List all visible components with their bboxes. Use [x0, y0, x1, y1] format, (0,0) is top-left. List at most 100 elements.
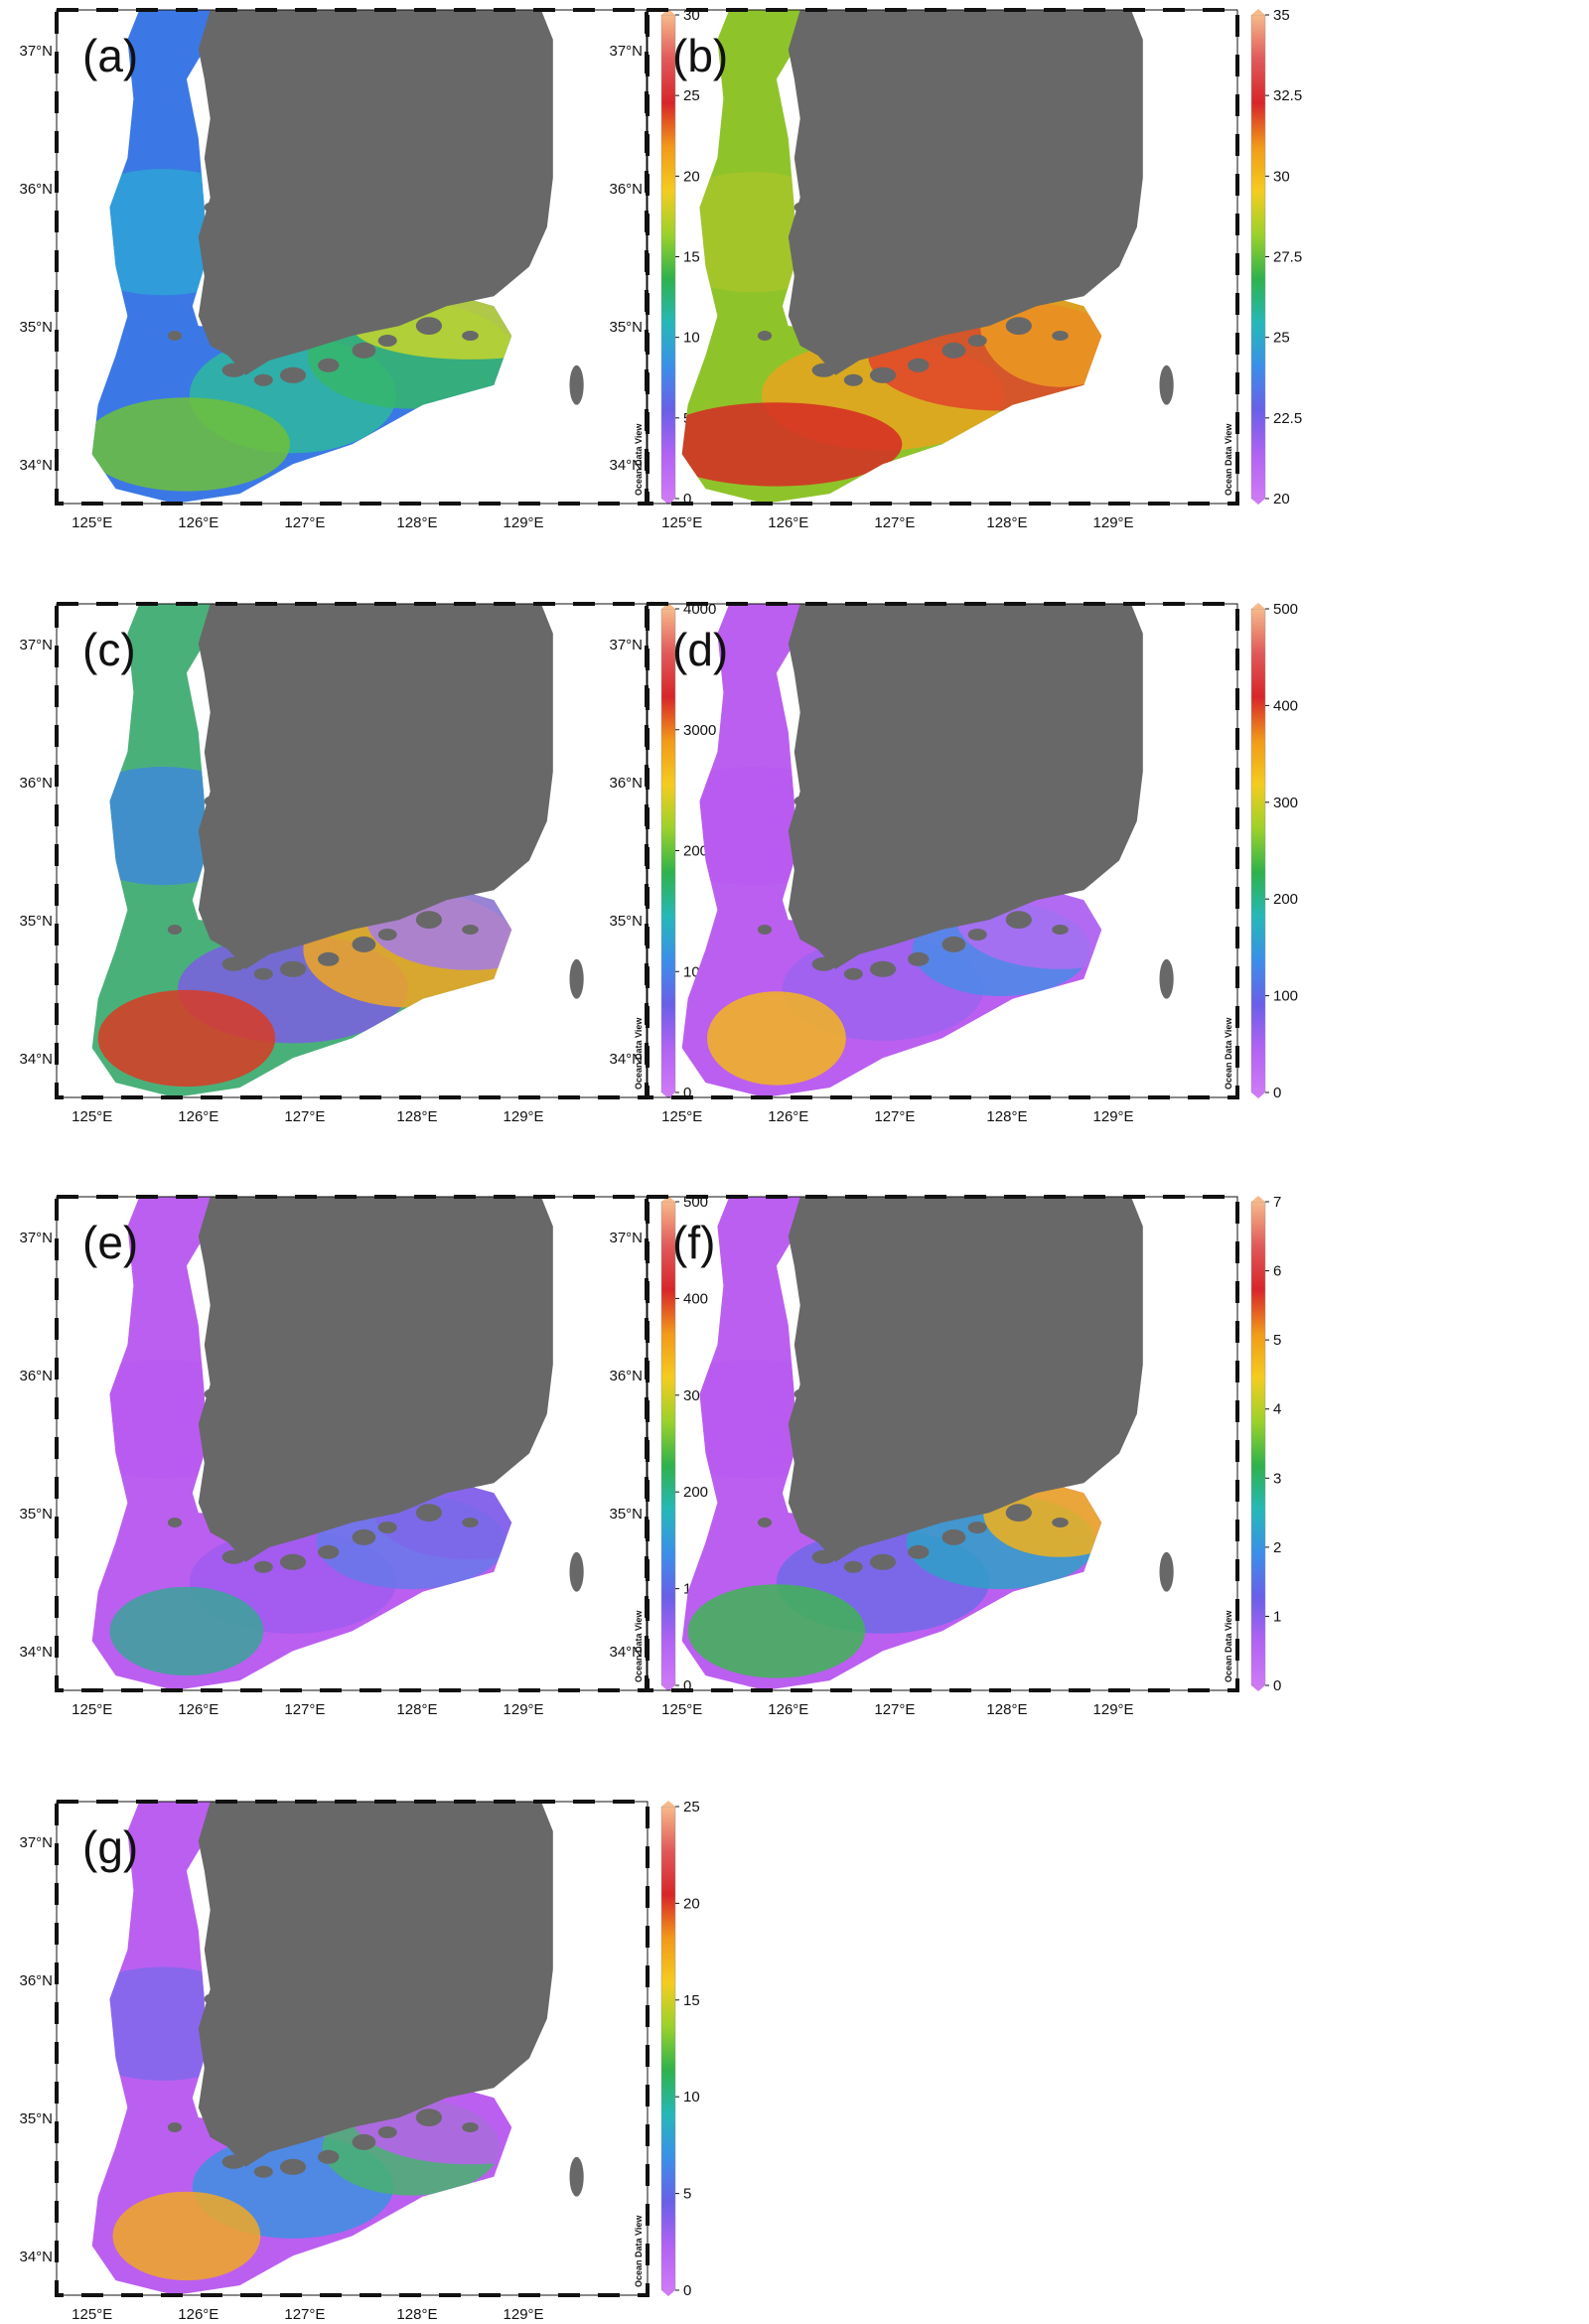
- island: [253, 967, 273, 980]
- longitude-label: 125°E: [661, 514, 702, 531]
- island: [967, 929, 987, 941]
- island: [908, 358, 930, 372]
- map-panel-e: (e) 37°N 36°N 35°N 34°N 125°E 126°E 127°E 128°E 1…: [19, 1194, 708, 1718]
- island: [1005, 1504, 1032, 1522]
- island: [226, 82, 241, 95]
- island: [377, 335, 397, 347]
- credit-text: Ocean Data View: [1224, 423, 1233, 496]
- map-panel-f: (f) 37°N 36°N 35°N 34°N 125°E 126°E 127°E 128°E 1…: [609, 1194, 1281, 1718]
- colorbar: [1250, 14, 1266, 500]
- longitude-label: 125°E: [72, 1108, 112, 1125]
- ocean-color-patch: [97, 989, 276, 1088]
- island: [462, 331, 479, 341]
- island: [757, 925, 773, 935]
- island: [869, 366, 897, 383]
- island: [1005, 317, 1032, 335]
- island: [318, 358, 340, 372]
- land-korean-peninsula: [788, 1197, 1143, 1562]
- latitude-label: 36°N: [19, 1972, 53, 1989]
- island: [811, 956, 836, 971]
- colorbar: [1250, 608, 1266, 1093]
- colorbar-tick-label: 25: [1273, 330, 1290, 347]
- longitude-label: 125°E: [72, 514, 112, 531]
- colorbar-tick-label: 27.5: [1273, 249, 1302, 266]
- map-area: [91, 1197, 584, 1690]
- latitude-label: 37°N: [19, 1230, 53, 1246]
- latitude-label: 36°N: [19, 181, 53, 198]
- island: [843, 1560, 863, 1573]
- map-panel-g: (g) 37°N 36°N 35°N 34°N 125°E 126°E 127°E 128°E 1…: [19, 1799, 700, 2323]
- map-area: [681, 1197, 1174, 1690]
- colorbar-tick-label: 2: [1273, 1539, 1281, 1556]
- land-korean-peninsula: [198, 1197, 553, 1562]
- island: [1052, 331, 1069, 341]
- island: [941, 342, 966, 359]
- island: [226, 1874, 241, 1887]
- latitude-label: 34°N: [19, 457, 53, 474]
- longitude-label: 126°E: [178, 1701, 218, 1718]
- longitude-label: 129°E: [1093, 514, 1134, 531]
- colorbar: [660, 1201, 676, 1686]
- longitude-label: 128°E: [396, 1701, 437, 1718]
- longitude-label: 128°E: [396, 514, 437, 531]
- island: [352, 342, 376, 359]
- colorbar-bottom-arrow: [1251, 1092, 1265, 1098]
- longitude-label: 125°E: [72, 2306, 112, 2319]
- island: [221, 2154, 246, 2169]
- ocean-color-patch: [687, 1584, 866, 1678]
- island: [941, 936, 966, 952]
- colorbar-tick-label: 22.5: [1273, 410, 1302, 427]
- island: [221, 956, 246, 971]
- colorbar-tick-label: 5: [683, 2186, 691, 2203]
- colorbar-tick-label: 15: [683, 249, 700, 266]
- map-area: [91, 1802, 584, 2295]
- map-panel-d: (d) 37°N 36°N 35°N 34°N 125°E 126°E 127°E 128°E 1…: [609, 601, 1298, 1125]
- latitude-label: 35°N: [19, 1506, 53, 1523]
- map-area: [91, 10, 584, 504]
- island: [869, 1553, 897, 1570]
- ocean-color-patch: [91, 397, 290, 492]
- island: [204, 202, 217, 213]
- latitude-label: 36°N: [609, 775, 643, 792]
- panel-label: (b): [672, 30, 728, 81]
- colorbar-bottom-arrow: [661, 2290, 675, 2296]
- longitude-label: 126°E: [768, 514, 808, 531]
- island: [816, 1269, 831, 1282]
- colorbar-tick-label: 0: [683, 1677, 691, 1694]
- island: [967, 335, 987, 347]
- island: [318, 2149, 340, 2164]
- longitude-label: 129°E: [1093, 1108, 1134, 1125]
- island: [204, 1993, 217, 2004]
- island: [415, 317, 442, 335]
- colorbar-tick-label: 20: [683, 1895, 700, 1912]
- island: [221, 363, 246, 377]
- latitude-label: 36°N: [609, 181, 643, 198]
- ocean-color-patch: [681, 402, 903, 487]
- island: [757, 331, 773, 341]
- longitude-label: 129°E: [504, 1108, 544, 1125]
- island: [352, 1528, 376, 1545]
- colorbar-tick-label: 32.5: [1273, 87, 1302, 104]
- island: [226, 676, 241, 689]
- colorbar-top-arrow: [1251, 603, 1265, 609]
- colorbar: [1250, 1201, 1266, 1686]
- island: [415, 911, 442, 929]
- colorbar-top-arrow: [1251, 1196, 1265, 1202]
- island: [843, 967, 863, 980]
- colorbar-tick-label: 3: [1273, 1470, 1281, 1487]
- map-area: [91, 604, 584, 1097]
- island: [569, 364, 584, 405]
- latitude-label: 36°N: [19, 1368, 53, 1384]
- island: [816, 82, 831, 95]
- island: [1052, 1518, 1069, 1527]
- island: [253, 1560, 273, 1573]
- longitude-label: 129°E: [504, 514, 544, 531]
- colorbar-bottom-arrow: [661, 499, 675, 505]
- ocean-color-patch: [112, 2191, 261, 2281]
- latitude-label: 35°N: [19, 2110, 53, 2127]
- longitude-label: 125°E: [72, 1701, 112, 1718]
- island: [462, 1518, 479, 1527]
- credit-text: Ocean Data View: [1224, 1610, 1233, 1682]
